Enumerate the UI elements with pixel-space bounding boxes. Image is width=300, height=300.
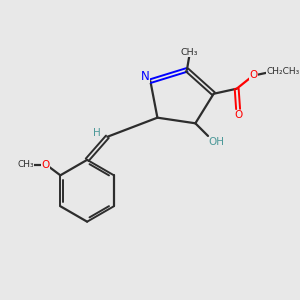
Text: CH₃: CH₃ bbox=[17, 160, 34, 169]
Text: O: O bbox=[42, 160, 50, 170]
Text: CH₃: CH₃ bbox=[180, 48, 198, 57]
Text: O: O bbox=[249, 70, 258, 80]
Text: OH: OH bbox=[208, 137, 224, 147]
Text: H: H bbox=[93, 128, 101, 138]
Text: CH₂CH₃: CH₂CH₃ bbox=[266, 67, 299, 76]
Text: N: N bbox=[141, 70, 150, 83]
Text: O: O bbox=[234, 110, 242, 120]
